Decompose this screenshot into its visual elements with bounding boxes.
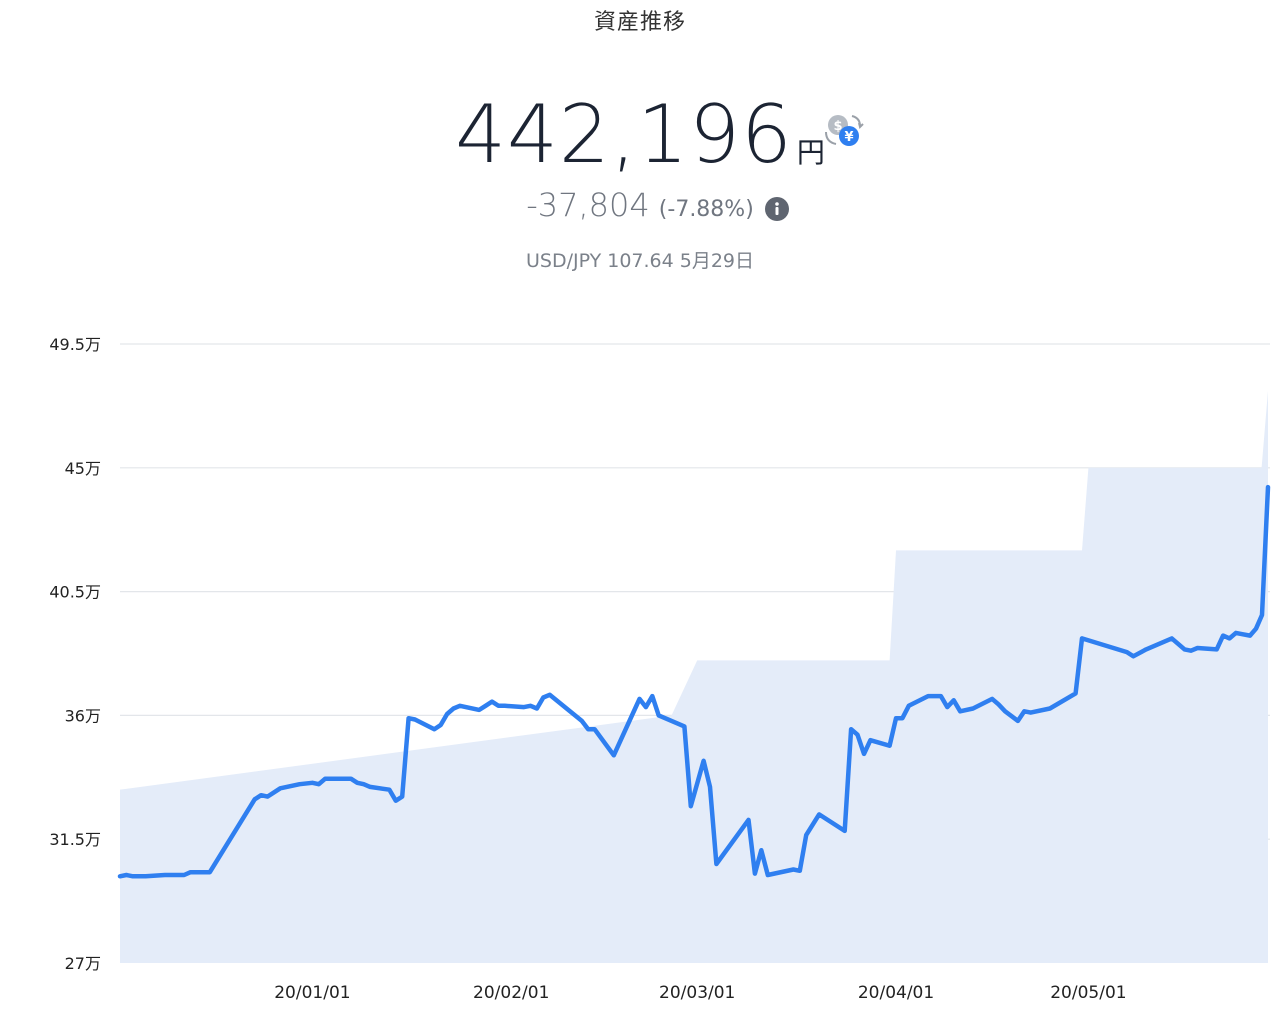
- change-row: -37,804 (-7.88%): [0, 186, 1280, 224]
- info-icon[interactable]: [765, 197, 789, 221]
- usd-jpy-switch-icon[interactable]: $ ¥: [822, 110, 864, 152]
- y-tick-label: 40.5万: [49, 583, 101, 602]
- x-axis-labels: 20/01/01 20/02/01 20/03/01 20/04/01 20/05/01: [274, 983, 1126, 1003]
- y-tick-label: 45万: [65, 459, 101, 478]
- change-percent: (-7.88%): [658, 197, 754, 222]
- x-tick-label: 20/02/01: [473, 983, 549, 1003]
- chart-lines: [117, 484, 1271, 879]
- total-value-row: 442,196 円: [0, 88, 1280, 181]
- asset-chart: 27万 31.5万 36万 40.5万 45万 49.5万 20/01/01 20/02/0…: [49, 335, 1271, 1003]
- svg-text:¥: ¥: [844, 130, 853, 145]
- rate-pair: USD/JPY: [526, 250, 602, 272]
- chart-areas: [120, 390, 1268, 963]
- x-tick-label: 20/05/01: [1050, 983, 1126, 1003]
- valuation-line: [117, 484, 1271, 879]
- invested-area: [120, 390, 1268, 963]
- y-tick-label: 31.5万: [49, 830, 101, 849]
- rate-value: 107.64: [607, 250, 674, 272]
- svg-text:$: $: [833, 119, 842, 134]
- x-tick-label: 20/01/01: [274, 983, 350, 1003]
- y-tick-label: 49.5万: [49, 335, 101, 354]
- y-tick-label: 27万: [65, 954, 101, 973]
- change-value: -37,804: [526, 186, 650, 224]
- total-value: 442,196: [455, 88, 793, 181]
- y-tick-label: 36万: [65, 706, 101, 725]
- page-title: 資産推移: [593, 10, 686, 35]
- x-tick-label: 20/03/01: [659, 983, 735, 1003]
- y-axis-labels: 27万 31.5万 36万 40.5万 45万 49.5万: [49, 335, 101, 973]
- x-tick-label: 20/04/01: [858, 983, 934, 1003]
- exchange-rate: USD/JPY 107.64 5月29日: [0, 246, 1280, 273]
- rate-date: 5月29日: [679, 250, 754, 272]
- total-value-unit: 円: [796, 136, 825, 169]
